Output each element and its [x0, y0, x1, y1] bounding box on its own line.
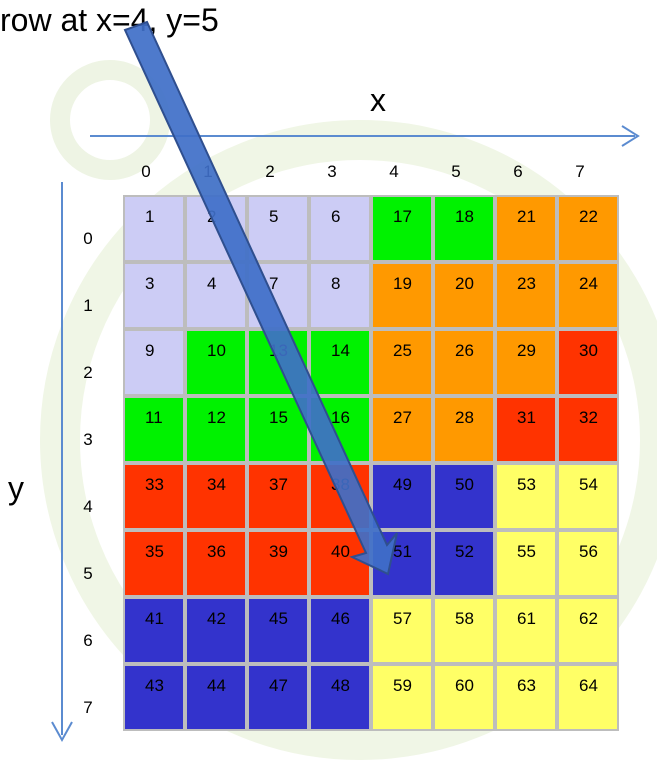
y-axis-arrowhead — [51, 721, 73, 743]
y-axis-label: y — [8, 470, 24, 506]
x-tick-0: 0 — [141, 162, 151, 181]
grid-cell: 34 — [185, 463, 247, 530]
grid-cell: 53 — [495, 463, 557, 530]
grid-cell: 3 — [123, 262, 185, 329]
y-tick-0: 0 — [83, 229, 93, 248]
caption-text: row at x=4, y=5 — [0, 2, 219, 38]
grid-cell: 6 — [309, 195, 371, 262]
grid-cell: 41 — [123, 597, 185, 664]
grid-cell: 57 — [371, 597, 433, 664]
grid-cell: 52 — [433, 530, 495, 597]
y-tick-4: 4 — [83, 497, 93, 516]
grid-cell: 47 — [247, 664, 309, 731]
grid-cell: 63 — [495, 664, 557, 731]
y-tick-6: 6 — [83, 631, 93, 650]
grid-cell: 62 — [557, 597, 619, 664]
grid-cell: 14 — [309, 329, 371, 396]
grid-cell: 5 — [247, 195, 309, 262]
grid-cell: 54 — [557, 463, 619, 530]
arrow-shape — [123, 20, 398, 576]
grid-cell: 39 — [247, 530, 309, 597]
y-tick-3: 3 — [83, 430, 93, 449]
grid-cell: 56 — [557, 530, 619, 597]
y-tick-5: 5 — [83, 564, 93, 583]
grid-cell: 50 — [433, 463, 495, 530]
y-tick-1: 1 — [83, 296, 93, 315]
grid-cell: 20 — [433, 262, 495, 329]
grid-cell: 64 — [557, 664, 619, 731]
grid-cell: 44 — [185, 664, 247, 731]
grid-cell: 1 — [123, 195, 185, 262]
grid-cell: 46 — [309, 597, 371, 664]
grid-cell: 11 — [123, 396, 185, 463]
grid-cell: 30 — [557, 329, 619, 396]
grid-cell: 58 — [433, 597, 495, 664]
grid-cell: 23 — [495, 262, 557, 329]
grid-cell: 8 — [309, 262, 371, 329]
grid-cell: 17 — [371, 195, 433, 262]
x-tick-3: 3 — [327, 162, 337, 181]
grid-cell: 42 — [185, 597, 247, 664]
x-tick-6: 6 — [513, 162, 523, 181]
x-axis-arrowhead — [621, 125, 640, 147]
grid-cell: 12 — [185, 396, 247, 463]
grid-cell: 9 — [123, 329, 185, 396]
x-tick-5: 5 — [451, 162, 461, 181]
grid-cell: 29 — [495, 329, 557, 396]
grid-cell: 36 — [185, 530, 247, 597]
grid-cell: 10 — [185, 329, 247, 396]
grid-cell: 24 — [557, 262, 619, 329]
grid-cell: 35 — [123, 530, 185, 597]
grid-cell: 18 — [433, 195, 495, 262]
grid-cell: 61 — [495, 597, 557, 664]
grid-cell: 27 — [371, 396, 433, 463]
grid-cell: 22 — [557, 195, 619, 262]
x-tick-4: 4 — [389, 162, 399, 181]
grid-cell: 59 — [371, 664, 433, 731]
grid-cell: 21 — [495, 195, 557, 262]
grid-cell: 55 — [495, 530, 557, 597]
grid-cell: 43 — [123, 664, 185, 731]
grid-cell: 45 — [247, 597, 309, 664]
y-tick-2: 2 — [83, 363, 93, 382]
grid-cell: 60 — [433, 664, 495, 731]
x-tick-2: 2 — [265, 162, 275, 181]
x-axis-label: x — [370, 82, 386, 118]
grid-cell: 32 — [557, 396, 619, 463]
grid-cell: 19 — [371, 262, 433, 329]
grid-cell: 26 — [433, 329, 495, 396]
grid-cell: 28 — [433, 396, 495, 463]
grid-cell: 31 — [495, 396, 557, 463]
grid-cell: 37 — [247, 463, 309, 530]
y-tick-7: 7 — [83, 698, 93, 717]
grid-cell: 33 — [123, 463, 185, 530]
grid-cell: 48 — [309, 664, 371, 731]
grid-cell: 25 — [371, 329, 433, 396]
grid-cell: 49 — [371, 463, 433, 530]
x-tick-7: 7 — [575, 162, 585, 181]
